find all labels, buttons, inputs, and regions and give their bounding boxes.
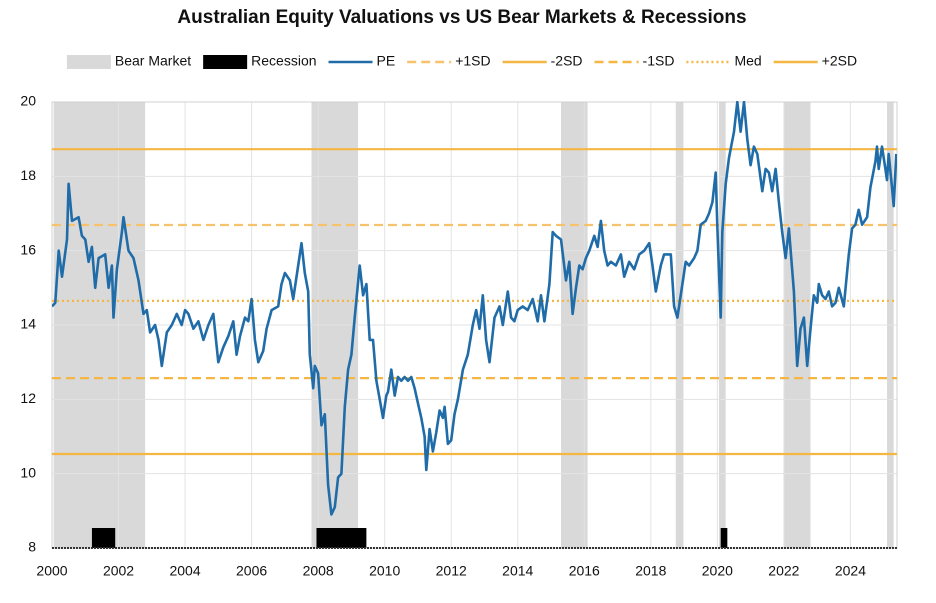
x-tick-label: 2016 <box>569 563 600 579</box>
y-tick-label: 20 <box>20 93 36 109</box>
x-tick-label: 2022 <box>768 563 799 579</box>
recession-bar <box>316 528 367 548</box>
x-tick-label: 2010 <box>369 563 400 579</box>
pe-line <box>52 101 897 516</box>
legend-swatch <box>66 55 111 69</box>
legend-label: Med <box>734 53 761 69</box>
y-tick-label: 14 <box>20 316 36 332</box>
legend: Bear Market Recession PE +1SD -2SD -1SD Med +2S… <box>66 53 857 69</box>
x-tick-label: 2000 <box>36 563 67 579</box>
chart-title: Australian Equity Valuations vs US Bear … <box>177 7 746 28</box>
y-tick-label: 16 <box>20 241 36 257</box>
legend-label: -2SD <box>551 53 583 69</box>
y-tick-label: 18 <box>20 167 36 183</box>
x-tick-label: 2024 <box>835 563 866 579</box>
x-tick-label: 2006 <box>236 563 267 579</box>
recession-bar <box>91 528 116 548</box>
y-tick-label: 10 <box>20 464 36 480</box>
legend-label: PE <box>377 53 396 69</box>
legend-label: Bear Market <box>115 53 191 69</box>
x-tick-label: 2008 <box>303 563 334 579</box>
x-tick-label: 2020 <box>702 563 733 579</box>
legend-label: +1SD <box>455 53 490 69</box>
x-tick-label: 2004 <box>169 563 200 579</box>
x-tick-label: 2014 <box>502 563 533 579</box>
y-tick-label: 8 <box>28 539 36 555</box>
y-tick-label: 12 <box>20 390 36 406</box>
x-tick-label: 2012 <box>436 563 467 579</box>
plot-frame <box>51 101 898 549</box>
legend-label: +2SD <box>822 53 857 69</box>
x-tick-label: 2002 <box>103 563 134 579</box>
x-tick-label: 2018 <box>635 563 666 579</box>
legend-swatch <box>203 55 248 69</box>
legend-label: Recession <box>251 53 316 69</box>
recession-bar <box>720 528 728 548</box>
legend-label: -1SD <box>643 53 675 69</box>
